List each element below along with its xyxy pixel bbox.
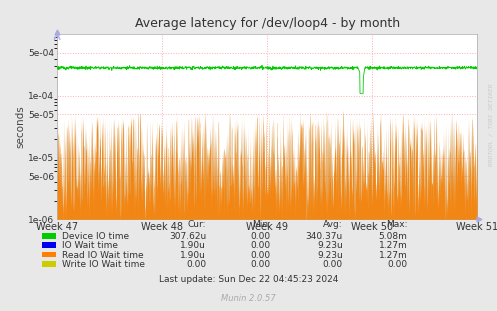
Text: 9.23u: 9.23u [317,251,343,259]
Text: 1.27m: 1.27m [379,241,408,250]
Text: IO Wait time: IO Wait time [62,241,118,250]
Text: 0.00: 0.00 [251,260,271,269]
Y-axis label: seconds: seconds [15,105,25,148]
Text: Avg:: Avg: [324,220,343,229]
Text: 1.27m: 1.27m [379,251,408,259]
Text: 0.00: 0.00 [388,260,408,269]
Text: 5.08m: 5.08m [379,232,408,241]
Text: Min:: Min: [252,220,271,229]
Text: Munin 2.0.57: Munin 2.0.57 [221,294,276,303]
Text: 1.90u: 1.90u [180,241,206,250]
Text: Write IO Wait time: Write IO Wait time [62,260,145,269]
Text: 1.90u: 1.90u [180,251,206,259]
Text: RRDTOOL / TOBI OETIKER: RRDTOOL / TOBI OETIKER [489,83,494,166]
Text: Read IO Wait time: Read IO Wait time [62,251,144,259]
Text: 0.00: 0.00 [251,251,271,259]
Text: Max:: Max: [386,220,408,229]
Text: 0.00: 0.00 [251,232,271,241]
Text: 0.00: 0.00 [323,260,343,269]
Text: 0.00: 0.00 [186,260,206,269]
Text: Cur:: Cur: [188,220,206,229]
Text: Last update: Sun Dec 22 04:45:23 2024: Last update: Sun Dec 22 04:45:23 2024 [159,276,338,284]
Text: 0.00: 0.00 [251,241,271,250]
Text: 307.62u: 307.62u [169,232,206,241]
Text: 9.23u: 9.23u [317,241,343,250]
Text: Device IO time: Device IO time [62,232,129,241]
Title: Average latency for /dev/loop4 - by month: Average latency for /dev/loop4 - by mont… [135,17,400,30]
Text: 340.37u: 340.37u [306,232,343,241]
